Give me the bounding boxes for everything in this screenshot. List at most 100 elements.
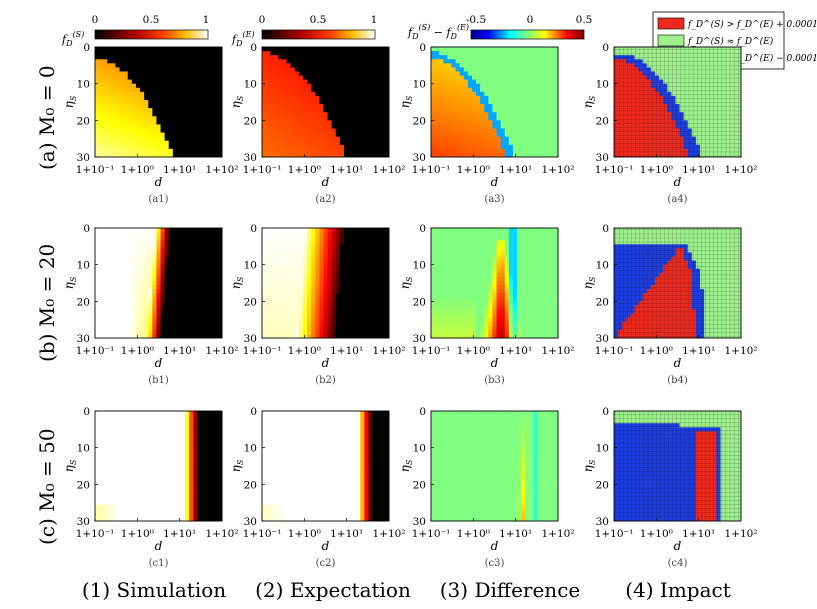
heatmap-cell — [348, 132, 353, 138]
heatmap-cell — [168, 236, 174, 241]
heatmap-cell — [266, 289, 271, 294]
heatmap-cell — [439, 124, 444, 129]
heatmap-cell — [185, 112, 190, 117]
heatmap-cell — [270, 47, 275, 52]
heatmap-cell — [517, 99, 522, 105]
heatmap-cell — [286, 108, 292, 113]
heatmap-cell — [107, 268, 112, 274]
heatmap-cell — [290, 236, 296, 241]
heatmap-cell — [135, 144, 141, 150]
heatmap-cell — [168, 248, 174, 253]
column-label-difference: (3) Difference — [440, 578, 580, 602]
heatmap-cell — [447, 63, 452, 68]
heatmap-cell — [319, 59, 324, 64]
heatmap-cell — [107, 116, 112, 121]
heatmap-cell — [144, 289, 149, 294]
heatmap-cell — [270, 63, 275, 68]
heatmap-cell — [103, 120, 108, 125]
heatmap-cell — [508, 152, 514, 158]
heatmap-cell — [492, 63, 497, 68]
heatmap-cell — [152, 289, 157, 294]
heatmap-cell — [107, 313, 112, 319]
heatmap-cell — [135, 276, 141, 282]
heatmap-cell — [107, 132, 112, 138]
heatmap-cell — [127, 152, 133, 158]
heatmap-cell — [176, 244, 182, 249]
heatmap-cell — [286, 79, 292, 85]
heatmap-cell — [545, 95, 551, 101]
heatmap-cell — [307, 112, 312, 117]
heatmap-cell — [164, 317, 170, 323]
heatmap-cell — [315, 75, 320, 80]
heatmap-cell — [156, 108, 161, 113]
heatmap-cell — [335, 260, 341, 266]
heatmap-cell — [95, 51, 100, 56]
heatmap-cell — [294, 51, 300, 56]
heatmap-cell — [517, 55, 522, 60]
heatmap-cell — [302, 264, 308, 270]
heatmap-cell — [307, 293, 312, 298]
heatmap-cell — [189, 63, 194, 68]
heatmap-cell — [500, 152, 506, 158]
heatmap-cell — [164, 152, 170, 158]
heatmap-cell — [278, 333, 283, 339]
heatmap-cell — [266, 309, 271, 314]
heatmap-cell — [148, 256, 153, 261]
heatmap-cell — [476, 63, 481, 68]
heatmap-cell — [339, 228, 345, 233]
heatmap-cell — [172, 276, 178, 282]
heatmap-cell — [431, 95, 436, 101]
heatmap-cell — [541, 75, 547, 80]
heatmap-cell — [185, 140, 190, 146]
heatmap-cell — [447, 71, 452, 76]
heatmap-cell — [168, 228, 174, 233]
heatmap-cell — [95, 309, 100, 314]
heatmap-cell — [302, 232, 308, 237]
heatmap-cell — [484, 136, 489, 142]
heatmap-cell — [266, 256, 271, 261]
heatmap-cell — [193, 51, 198, 56]
heatmap-cell — [185, 313, 190, 319]
heatmap-cell — [131, 285, 137, 290]
heatmap-cell — [512, 67, 518, 72]
heatmap-cell — [144, 252, 149, 257]
heatmap-cell — [270, 83, 275, 89]
heatmap-cell — [152, 120, 157, 125]
x-axis-label: d — [674, 175, 682, 189]
heatmap-cell — [205, 116, 211, 121]
heatmap-cell — [135, 297, 141, 302]
heatmap-cell — [467, 83, 473, 89]
heatmap-cell — [144, 63, 149, 68]
heatmap-cell — [488, 67, 493, 72]
heatmap-cell — [290, 297, 296, 302]
heatmap-cell — [107, 136, 112, 142]
heatmap-cell — [521, 136, 526, 142]
heatmap-cell — [164, 248, 170, 253]
heatmap-cell — [298, 140, 304, 146]
heatmap-cell — [148, 244, 153, 249]
heatmap-cell — [500, 132, 506, 138]
heatmap-cell — [484, 132, 489, 138]
heatmap-cell — [368, 136, 374, 142]
heatmap-cell — [209, 329, 215, 335]
heatmap-cell — [553, 144, 559, 150]
heatmap-cell — [307, 260, 312, 266]
heatmap-cell — [135, 248, 141, 253]
heatmap-cell — [209, 264, 215, 270]
heatmap-cell — [270, 301, 275, 306]
heatmap-cell — [274, 75, 279, 80]
heatmap-cell — [152, 325, 157, 331]
axes-frame — [94, 46, 223, 158]
heatmap-cell — [352, 232, 357, 237]
heatmap-cell — [172, 71, 178, 76]
heatmap-cell — [181, 128, 186, 133]
heatmap-cell — [298, 232, 304, 237]
heatmap-cell — [148, 276, 153, 282]
heatmap-cell — [111, 71, 116, 76]
heatmap-cell — [282, 264, 287, 270]
heatmap-cell — [315, 244, 320, 249]
heatmap-cell — [123, 329, 129, 335]
heatmap-cell — [348, 95, 353, 101]
heatmap-cell — [278, 136, 283, 142]
heatmap-cell — [368, 140, 374, 146]
